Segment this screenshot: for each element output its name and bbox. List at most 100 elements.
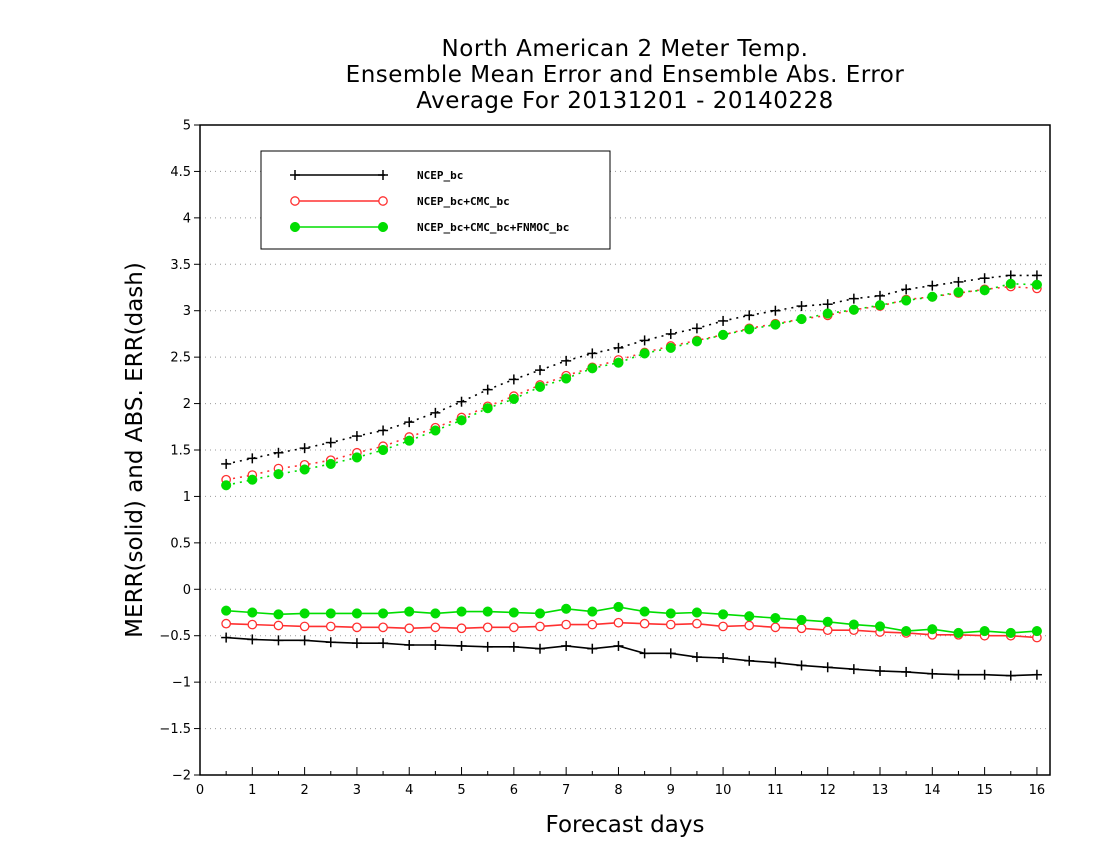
- abs-err-point: [378, 425, 389, 436]
- merr-point: [587, 619, 598, 630]
- y-tick-label: −1: [172, 676, 191, 691]
- abs-err-point: [299, 443, 310, 454]
- merr-point: [482, 641, 493, 652]
- abs-err-dashed-line: [226, 285, 1037, 481]
- merr-point: [430, 608, 441, 619]
- merr-point: [718, 653, 729, 663]
- legend-label: NCEP_bc+CMC_bc+FNMOC_bc: [417, 221, 569, 234]
- merr-point: [718, 609, 729, 620]
- y-tick-label: −1.5: [159, 722, 191, 737]
- x-tick-label: 0: [196, 783, 204, 798]
- merr-point: [901, 626, 912, 637]
- merr-point: [665, 648, 676, 659]
- merr-point: [299, 635, 310, 646]
- merr-point: [561, 619, 572, 630]
- merr-solid-line: [226, 636, 1037, 677]
- merr-point: [482, 622, 493, 633]
- merr-point: [1031, 626, 1042, 637]
- abs-err-point: [665, 328, 676, 339]
- merr-point: [352, 622, 362, 633]
- abs-err-point: [247, 474, 258, 485]
- merr-point: [691, 652, 702, 663]
- merr-point: [927, 668, 938, 679]
- merr-point: [639, 648, 650, 659]
- abs-err-point: [665, 342, 676, 353]
- merr-point: [639, 618, 650, 629]
- abs-err-point: [1031, 279, 1042, 290]
- merr-point: [299, 621, 310, 632]
- abs-err-point: [587, 348, 598, 359]
- legend-marker-start: [290, 170, 300, 180]
- abs-err-point: [927, 280, 938, 291]
- merr-point: [848, 619, 859, 630]
- merr-point: [770, 622, 781, 633]
- abs-err-point: [534, 381, 546, 392]
- abs-err-point: [351, 452, 362, 463]
- x-tick-label: 6: [510, 783, 518, 798]
- merr-point: [273, 620, 284, 631]
- merr-point: [456, 640, 467, 651]
- legend-marker-end: [378, 170, 388, 180]
- merr-point: [587, 643, 598, 654]
- merr-point: [796, 660, 807, 671]
- abs-err-point: [404, 417, 415, 428]
- abs-err-point: [247, 453, 258, 464]
- merr-point: [351, 608, 362, 619]
- y-tick-label: 1: [183, 490, 191, 505]
- legend-item: NCEP_bc+CMC_bc+FNMOC_bc: [289, 221, 569, 234]
- abs-err-point: [587, 363, 598, 374]
- abs-err-point: [639, 335, 650, 346]
- y-tick-label: 0: [183, 583, 191, 598]
- abs-err-point: [561, 373, 572, 384]
- abs-err-point: [901, 284, 912, 295]
- merr-point: [221, 632, 232, 643]
- abs-err-point: [848, 293, 859, 304]
- abs-err-point: [822, 308, 833, 319]
- abs-err-point: [848, 304, 859, 315]
- merr-point: [561, 640, 572, 651]
- series-2: [221, 281, 1042, 643]
- abs-err-point: [221, 458, 232, 469]
- legend-marker-start: [290, 196, 300, 206]
- y-tick-label: 3.5: [170, 258, 191, 273]
- x-tick-label: 2: [300, 783, 308, 798]
- merr-point: [325, 608, 336, 619]
- abs-err-point: [273, 447, 284, 458]
- merr-point: [273, 635, 284, 646]
- x-tick-label: 11: [767, 783, 784, 798]
- merr-point: [535, 621, 545, 632]
- merr-point: [325, 637, 336, 648]
- x-tick-label: 9: [667, 783, 675, 798]
- merr-point: [848, 664, 859, 675]
- abs-err-point: [770, 319, 781, 330]
- chart-title-line-2: Ensemble Mean Error and Ensemble Abs. Er…: [345, 62, 905, 88]
- abs-err-dashed-line: [225, 274, 1037, 465]
- abs-err-point: [744, 310, 755, 321]
- merr-point: [613, 617, 624, 628]
- merr-solid-line: [226, 606, 1037, 634]
- merr-point: [822, 662, 833, 673]
- abs-err-point: [796, 301, 807, 312]
- abs-err-point: [691, 323, 702, 334]
- abs-err-point: [979, 273, 990, 284]
- x-tick-label: 4: [405, 783, 413, 798]
- y-tick-label: −2: [172, 769, 191, 784]
- merr-point: [744, 620, 755, 631]
- merr-point: [378, 622, 388, 633]
- legend-marker-end: [378, 196, 388, 206]
- x-tick-label: 5: [457, 783, 465, 798]
- abs-err-point: [299, 464, 310, 475]
- merr-point: [1005, 670, 1016, 681]
- merr-point: [796, 623, 807, 634]
- abs-err-point: [953, 276, 964, 287]
- abs-err-point: [221, 480, 232, 491]
- abs-err-point: [874, 300, 886, 311]
- merr-point: [430, 622, 441, 633]
- abs-err-point: [1031, 270, 1042, 281]
- abs-err-point: [979, 285, 990, 296]
- abs-err-point: [325, 437, 336, 448]
- merr-point: [534, 608, 546, 619]
- merr-point: [456, 623, 467, 634]
- merr-point: [744, 655, 755, 666]
- legend-item: NCEP_bc+CMC_bc: [290, 195, 510, 208]
